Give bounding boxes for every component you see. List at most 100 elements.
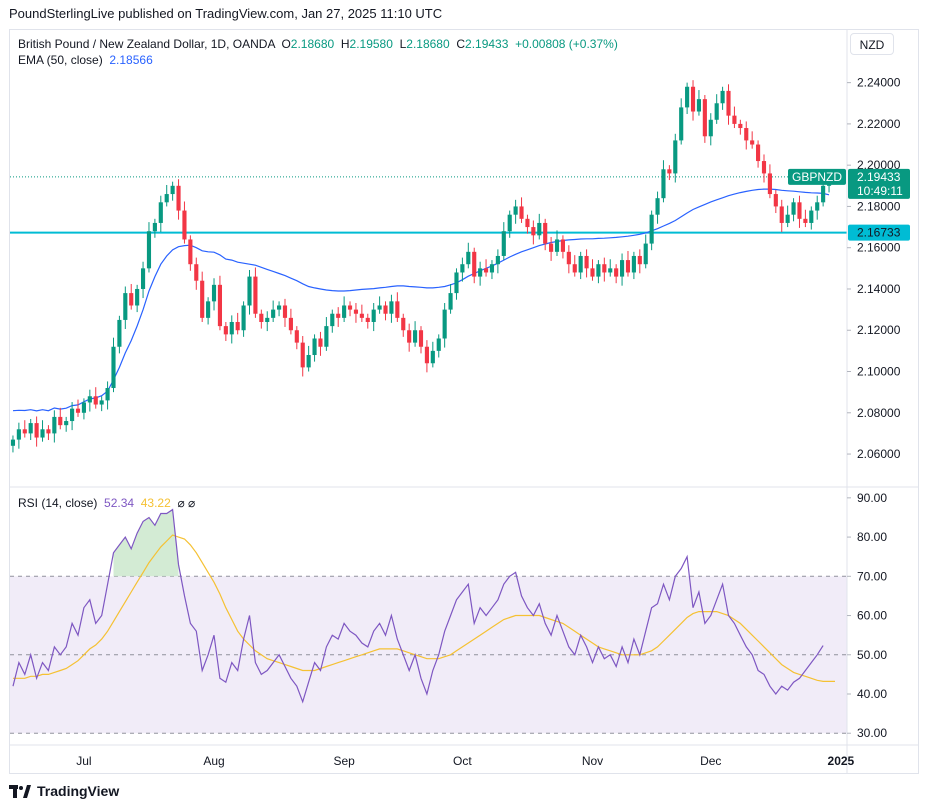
candle-body	[714, 103, 719, 120]
candle-body	[123, 293, 128, 320]
last-price-tag-label: 2.19433	[857, 170, 901, 184]
countdown-label: 10:49:11	[857, 184, 903, 198]
tradingview-logo-icon	[9, 784, 31, 798]
price-tick-label: 2.12000	[857, 323, 901, 337]
candle-body	[554, 239, 560, 252]
price-tick-label: 2.16000	[857, 241, 901, 255]
price-tick-label: 2.14000	[857, 282, 901, 296]
candle-body	[761, 161, 767, 174]
low-value: 2.18680	[406, 37, 450, 51]
candle-body	[821, 185, 826, 203]
rsi-tick-label: 70.00	[857, 569, 887, 583]
symbol-tag-bg	[788, 168, 846, 185]
candle-body	[809, 210, 814, 223]
candle-body	[495, 255, 500, 265]
tradingview-brand: TradingView	[37, 783, 120, 799]
candle-body	[418, 330, 424, 347]
tradingview-logo: TradingView	[9, 783, 119, 799]
time-tick-label: Oct	[453, 754, 472, 768]
candle-body	[359, 313, 364, 318]
candle-body	[395, 301, 400, 318]
candle-body	[744, 128, 749, 141]
candle-body	[608, 268, 613, 273]
rsi-overbought-fill	[113, 509, 179, 577]
candle-body	[667, 169, 672, 174]
ema-legend: EMA (50, close) 2.18566	[18, 52, 153, 68]
candle-body	[815, 202, 820, 211]
candle-body	[176, 185, 181, 211]
candle-body	[288, 317, 293, 331]
candle-body	[229, 321, 234, 335]
candle-body	[643, 243, 648, 265]
candle-body	[282, 305, 288, 318]
candle-body	[602, 264, 607, 273]
candle-body	[489, 264, 495, 273]
candle-body	[170, 185, 175, 195]
candle-body	[164, 194, 169, 203]
candle-body	[347, 305, 353, 310]
candle-body	[590, 268, 595, 277]
candle-body	[519, 206, 524, 219]
candle-body	[685, 86, 690, 108]
candle-body	[696, 99, 702, 112]
candle-body	[265, 317, 270, 322]
rsi-tick-label: 50.00	[857, 648, 887, 662]
open-value: 2.18680	[290, 37, 335, 51]
candle-body	[537, 222, 542, 236]
candle-body	[300, 342, 305, 368]
candle-body	[271, 309, 276, 318]
candle-body	[424, 346, 429, 364]
candle-body	[223, 326, 228, 335]
rsi-tick-label: 30.00	[857, 726, 887, 740]
candle-body	[277, 305, 282, 310]
rsi-value: 52.34	[104, 496, 135, 510]
candle-body	[531, 227, 536, 236]
support-line	[10, 176, 847, 234]
candle-body	[140, 268, 146, 289]
close-value: 2.19433	[465, 37, 509, 51]
price-tick-label: 2.10000	[857, 365, 901, 379]
currency-button[interactable]: NZD	[850, 33, 894, 55]
candle-body	[797, 202, 802, 219]
candle-body	[111, 346, 116, 389]
candle-body	[16, 429, 21, 440]
time-tick-label: Nov	[582, 754, 603, 768]
candle-body	[543, 222, 548, 244]
candle-body	[466, 251, 471, 265]
rsi-tick-label: 40.00	[857, 687, 887, 701]
open-label: O	[281, 37, 291, 51]
candle-body	[194, 264, 199, 281]
candle-body	[767, 173, 772, 195]
candle-body	[732, 115, 737, 124]
high-label: H	[340, 37, 350, 51]
price-legend: British Pound / New Zealand Dollar, 1D, …	[18, 36, 618, 52]
candle-body	[129, 293, 134, 306]
candle-body	[448, 293, 453, 310]
candle-body	[117, 319, 122, 347]
close-label: C	[456, 37, 466, 51]
candle-body	[10, 439, 16, 446]
time-tick-label: 2025	[828, 754, 855, 768]
candle-body	[200, 280, 205, 318]
price-tick-label: 2.08000	[857, 406, 901, 420]
candle-body	[70, 408, 75, 422]
candle-body	[330, 313, 335, 327]
rsi-line	[12, 508, 824, 704]
candle-body	[389, 301, 394, 314]
candle-body	[566, 251, 571, 265]
candle-body	[756, 144, 761, 162]
candle-body	[690, 86, 696, 112]
candle-body	[365, 317, 370, 322]
rsi-pane	[12, 508, 835, 704]
candle-body	[483, 268, 489, 273]
candle-body	[525, 218, 530, 228]
candle-body	[383, 305, 388, 314]
candle-body	[371, 309, 376, 322]
support-tag-label: 2.16733	[857, 226, 901, 240]
candle-body	[58, 416, 63, 426]
candle-body	[158, 202, 163, 223]
candle-body	[206, 301, 211, 318]
candle-body	[679, 107, 684, 141]
